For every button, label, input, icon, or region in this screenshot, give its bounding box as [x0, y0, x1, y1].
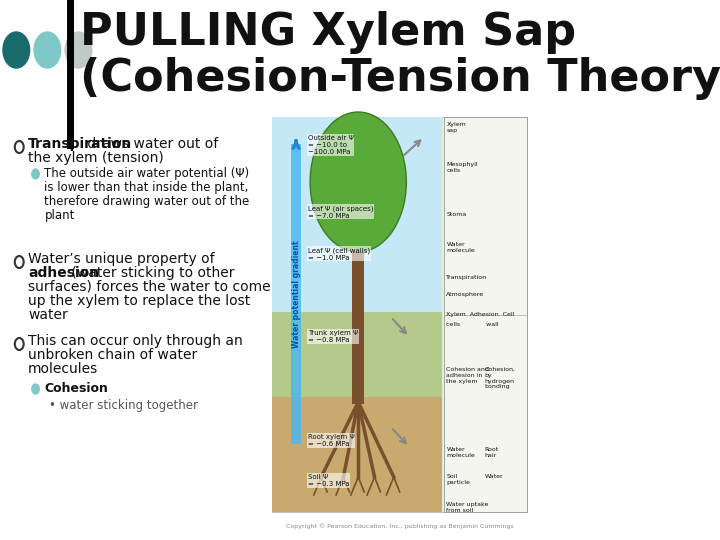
FancyBboxPatch shape: [272, 117, 527, 512]
Text: Transpiration: Transpiration: [446, 275, 487, 280]
Text: Cohesion: Cohesion: [45, 382, 108, 395]
Circle shape: [65, 32, 91, 68]
Text: Water: Water: [485, 474, 503, 479]
FancyBboxPatch shape: [272, 397, 442, 512]
Text: • water sticking together: • water sticking together: [49, 400, 198, 413]
Text: draws water out of: draws water out of: [83, 137, 218, 151]
Text: The outside air water potential (Ψ): The outside air water potential (Ψ): [45, 167, 250, 180]
Circle shape: [3, 32, 30, 68]
Text: Water
molecule: Water molecule: [446, 242, 475, 253]
Text: Water’s unique property of: Water’s unique property of: [28, 252, 215, 266]
Text: Water uptake
from soil: Water uptake from soil: [446, 502, 489, 513]
Text: Cohesion,
by
hydrogen
bonding: Cohesion, by hydrogen bonding: [485, 367, 516, 389]
Text: Copyright © Pearson Education, Inc., publishing as Benjamin Cummings: Copyright © Pearson Education, Inc., pub…: [286, 523, 513, 529]
Text: Soil
particle: Soil particle: [446, 474, 470, 485]
Text: Xylem  Adhesion  Cell: Xylem Adhesion Cell: [446, 312, 515, 317]
Text: Water
molecule: Water molecule: [446, 447, 475, 458]
Text: plant: plant: [45, 210, 75, 222]
Circle shape: [32, 384, 39, 394]
Circle shape: [15, 141, 24, 153]
Text: Mesophyll
cells: Mesophyll cells: [446, 162, 478, 173]
Text: Cohesion and
adhesion in
the xylem: Cohesion and adhesion in the xylem: [446, 367, 489, 383]
Text: therefore drawing water out of the: therefore drawing water out of the: [45, 195, 250, 208]
FancyBboxPatch shape: [291, 144, 301, 444]
Text: Trunk xylem Ψ
= −0.8 MPa: Trunk xylem Ψ = −0.8 MPa: [308, 330, 359, 343]
FancyBboxPatch shape: [272, 117, 442, 312]
Circle shape: [15, 256, 24, 268]
Text: (Cohesion-Tension Theory): (Cohesion-Tension Theory): [80, 57, 720, 99]
Text: unbroken chain of water: unbroken chain of water: [28, 348, 197, 362]
Text: Leaf Ψ (cell walls)
= −1.0 MPa: Leaf Ψ (cell walls) = −1.0 MPa: [308, 247, 370, 260]
Text: is lower than that inside the plant,: is lower than that inside the plant,: [45, 181, 249, 194]
Circle shape: [32, 169, 39, 179]
FancyBboxPatch shape: [352, 204, 364, 404]
Text: Soil Ψ
= −0.3 MPa: Soil Ψ = −0.3 MPa: [308, 474, 349, 487]
Text: up the xylem to replace the lost: up the xylem to replace the lost: [28, 294, 251, 308]
Text: molecules: molecules: [28, 362, 99, 376]
Text: (water sticking to other: (water sticking to other: [67, 266, 234, 280]
Text: adhesion: adhesion: [28, 266, 99, 280]
Text: Atmosphere: Atmosphere: [446, 292, 485, 297]
Circle shape: [15, 338, 24, 350]
Text: Xylem
sap: Xylem sap: [446, 122, 466, 133]
Text: Root xylem Ψ
= −0.6 MPa: Root xylem Ψ = −0.6 MPa: [308, 434, 355, 447]
Text: the xylem (tension): the xylem (tension): [28, 151, 164, 165]
Text: Outside air Ψ
= −10.0 to
−100.0 MPa: Outside air Ψ = −10.0 to −100.0 MPa: [308, 135, 354, 155]
Text: Transpiration: Transpiration: [28, 137, 132, 151]
Text: Root
hair: Root hair: [485, 447, 499, 458]
Text: PULLING Xylem Sap: PULLING Xylem Sap: [80, 10, 576, 53]
Ellipse shape: [310, 112, 406, 252]
FancyBboxPatch shape: [444, 117, 527, 512]
FancyBboxPatch shape: [272, 312, 442, 397]
Text: Stoma: Stoma: [446, 212, 467, 217]
Text: cells             wall: cells wall: [446, 322, 499, 327]
Circle shape: [34, 32, 60, 68]
Text: Water potential gradient: Water potential gradient: [292, 240, 300, 348]
Text: This can occur only through an: This can occur only through an: [28, 334, 243, 348]
Text: surfaces) forces the water to come: surfaces) forces the water to come: [28, 280, 271, 294]
Text: Leaf Ψ (air spaces)
= −7.0 MPa: Leaf Ψ (air spaces) = −7.0 MPa: [308, 205, 374, 219]
Text: water: water: [28, 308, 68, 322]
